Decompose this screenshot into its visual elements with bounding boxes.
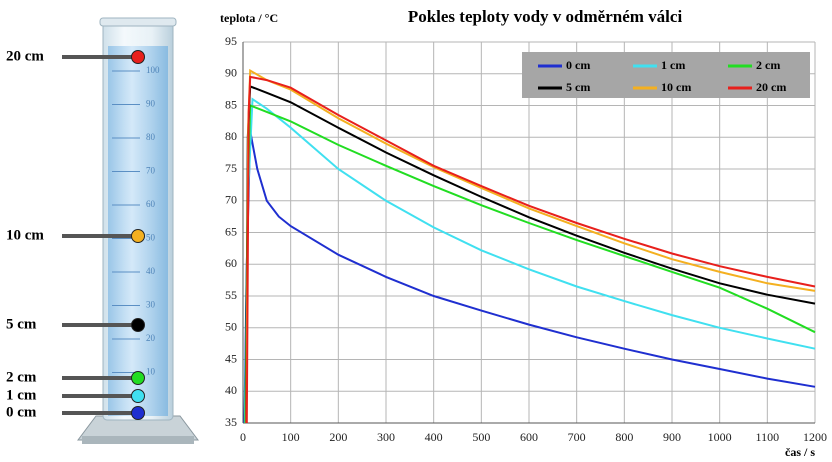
legend-label: 20 cm: [756, 80, 786, 94]
legend: 0 cm 1 cm 2 cm 5 cm 10 cm 20 cm: [522, 52, 810, 98]
scale-label: 50: [146, 233, 156, 243]
y-tick-label: 95: [225, 34, 237, 48]
y-tick-label: 65: [225, 224, 237, 238]
marker-dot: [131, 371, 145, 385]
y-axis-label: teplota / °C: [220, 11, 278, 25]
x-tick-label: 1100: [756, 430, 780, 444]
y-tick-label: 75: [225, 161, 237, 175]
x-tick-label: 500: [472, 430, 490, 444]
series-line: [245, 68, 816, 424]
x-tick-label: 1000: [708, 430, 732, 444]
x-tick-label: 0: [240, 430, 246, 444]
x-tick-label: 1200: [803, 430, 827, 444]
series-line: [244, 84, 816, 424]
x-tick-label: 200: [329, 430, 347, 444]
marker-dot: [131, 406, 145, 420]
x-tick-label: 400: [425, 430, 443, 444]
scale-label: 100: [146, 65, 160, 75]
y-tick-label: 35: [225, 415, 237, 429]
y-tick-label: 45: [225, 351, 237, 365]
scale-label: 60: [146, 199, 156, 209]
y-tick-label: 85: [225, 97, 237, 111]
series-line: [244, 104, 816, 424]
x-tick-label: 300: [377, 430, 395, 444]
marker-label: 2 cm: [6, 369, 37, 385]
x-tick-label: 800: [615, 430, 633, 444]
scale-label: 90: [146, 99, 156, 109]
y-tick-label: 90: [225, 66, 237, 80]
legend-label: 1 cm: [661, 58, 685, 72]
x-tick-label: 600: [520, 430, 538, 444]
marker-label: 5 cm: [6, 316, 37, 332]
legend-label: 0 cm: [566, 58, 590, 72]
legend-label: 10 cm: [661, 80, 691, 94]
x-tick-label: 100: [282, 430, 300, 444]
marker-label: 1 cm: [6, 387, 37, 403]
y-tick-label: 40: [225, 383, 237, 397]
scale-label: 20: [146, 333, 156, 343]
scale-label: 80: [146, 132, 156, 142]
marker-dot: [131, 50, 145, 64]
legend-label: 2 cm: [756, 58, 780, 72]
marker-dot: [131, 229, 145, 243]
scale-label: 70: [146, 166, 156, 176]
series-line: [243, 97, 816, 424]
chart-title: Pokles teploty vody v odměrném válci: [408, 7, 683, 26]
y-tick-label: 60: [225, 256, 237, 270]
marker-label: 0 cm: [6, 404, 37, 420]
scale-label: 10: [146, 367, 156, 377]
scale-label: 30: [146, 300, 156, 310]
x-tick-label: 700: [568, 430, 586, 444]
y-tick-label: 80: [225, 129, 237, 143]
cylinder: [77, 17, 199, 444]
y-tick-label: 70: [225, 193, 237, 207]
marker-dot: [131, 389, 145, 403]
y-tick-label: 50: [225, 320, 237, 334]
x-tick-label: 900: [663, 430, 681, 444]
marker-dot: [131, 318, 145, 332]
legend-box: [522, 52, 810, 98]
legend-label: 5 cm: [566, 80, 590, 94]
marker-label: 10 cm: [6, 227, 44, 243]
marker-label: 20 cm: [6, 48, 44, 64]
y-tick-label: 55: [225, 288, 237, 302]
scale-label: 40: [146, 266, 156, 276]
x-axis-label: čas / s: [785, 445, 815, 459]
series-line: [243, 130, 816, 424]
series-line: [245, 75, 816, 424]
